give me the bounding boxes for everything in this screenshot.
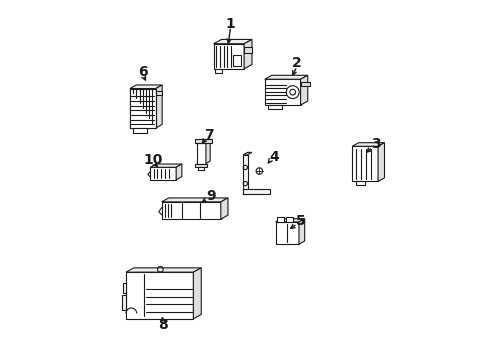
Text: 3: 3: [371, 137, 381, 151]
Text: 5: 5: [296, 214, 306, 228]
Polygon shape: [194, 268, 201, 319]
Text: 10: 10: [144, 153, 163, 167]
Bar: [269, 105, 282, 109]
Text: 4: 4: [270, 150, 279, 164]
Text: 1: 1: [226, 17, 236, 31]
Polygon shape: [130, 89, 156, 128]
Polygon shape: [214, 40, 252, 44]
Bar: [133, 128, 147, 133]
Polygon shape: [162, 202, 221, 219]
Polygon shape: [243, 152, 252, 155]
Polygon shape: [243, 155, 247, 194]
Polygon shape: [352, 146, 378, 181]
Polygon shape: [352, 143, 385, 146]
Polygon shape: [122, 296, 126, 310]
Bar: [356, 181, 365, 185]
Polygon shape: [156, 85, 162, 128]
Text: 2: 2: [292, 57, 302, 71]
Polygon shape: [130, 89, 156, 128]
Polygon shape: [221, 198, 228, 219]
Polygon shape: [276, 222, 299, 244]
Text: 7: 7: [204, 128, 214, 142]
Text: 9: 9: [206, 189, 216, 203]
Polygon shape: [265, 79, 300, 105]
Polygon shape: [126, 268, 201, 272]
Bar: [195, 139, 212, 143]
Polygon shape: [196, 143, 206, 163]
Polygon shape: [214, 44, 244, 69]
Text: 8: 8: [158, 318, 168, 332]
Bar: [287, 217, 293, 222]
Polygon shape: [300, 75, 308, 105]
Polygon shape: [276, 219, 305, 222]
Polygon shape: [130, 85, 162, 89]
Polygon shape: [244, 40, 252, 69]
Text: 6: 6: [138, 66, 147, 80]
Polygon shape: [150, 167, 176, 180]
Bar: [233, 55, 241, 66]
Polygon shape: [196, 140, 210, 143]
Polygon shape: [206, 140, 210, 163]
Bar: [195, 163, 207, 167]
Polygon shape: [162, 198, 228, 202]
Polygon shape: [123, 283, 126, 293]
Polygon shape: [299, 219, 305, 244]
Bar: [156, 91, 162, 95]
Bar: [244, 47, 252, 53]
Bar: [216, 69, 222, 73]
Polygon shape: [243, 189, 270, 194]
Polygon shape: [150, 164, 182, 167]
Polygon shape: [176, 164, 182, 180]
Polygon shape: [265, 75, 308, 79]
Bar: [300, 82, 310, 86]
Polygon shape: [378, 143, 385, 181]
Bar: [277, 217, 284, 222]
Polygon shape: [126, 272, 194, 319]
